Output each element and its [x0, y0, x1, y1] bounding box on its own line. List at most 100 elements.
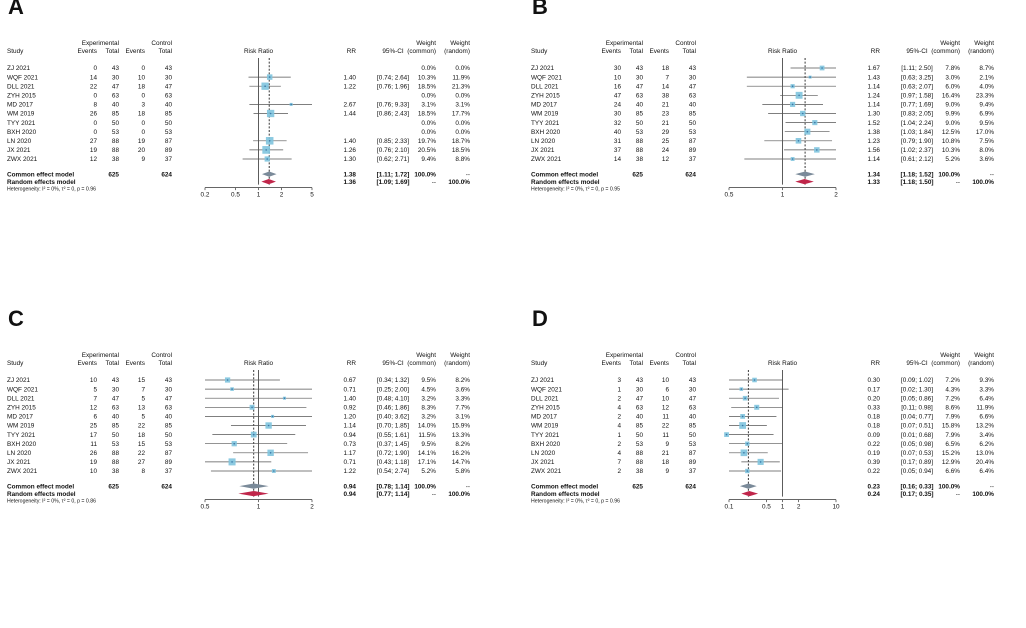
- forest-plot-c: Experimental Control Study Events Total Event…: [7, 352, 470, 511]
- point-estimate: [801, 112, 804, 115]
- common-effect-diamond: [261, 171, 277, 177]
- study-name: WM 2019: [7, 423, 35, 430]
- study-name: TYY 2021: [7, 120, 36, 127]
- common-effect-label: Common effect model: [531, 171, 598, 178]
- exp-total: 63: [636, 93, 644, 100]
- ctrl-total: 85: [165, 111, 173, 118]
- point-estimate: [755, 406, 758, 409]
- point-estimate: [814, 121, 816, 124]
- weight-common: 9.0%: [945, 120, 960, 127]
- ctrl-events: 18: [662, 65, 670, 72]
- ctrl-events: 9: [665, 441, 669, 448]
- exp-total: 30: [636, 386, 644, 393]
- study-rr: 0.18: [868, 423, 881, 430]
- weight-random: 11.9%: [452, 74, 470, 81]
- common-weight-random: --: [990, 171, 994, 178]
- weight-common: 8.6%: [945, 405, 960, 412]
- point-estimate: [290, 103, 292, 106]
- point-estimate: [266, 158, 269, 160]
- ctrl-total: 30: [689, 386, 697, 393]
- ctrl-total: 50: [689, 120, 697, 127]
- exp-events: 4: [617, 450, 621, 457]
- study-name: LN 2020: [7, 450, 32, 457]
- study-rr: 1.14: [868, 156, 881, 163]
- study-ci: [1.03; 1.84]: [901, 129, 933, 136]
- ctrl-events: 22: [138, 450, 146, 457]
- common-effect-diamond: [795, 171, 815, 177]
- weight-random: 2.1%: [979, 74, 994, 81]
- header-total: Total: [683, 360, 697, 367]
- point-estimate: [231, 461, 233, 463]
- study-ci: [0.70; 1.85]: [377, 423, 409, 430]
- study-name: ZJ 2021: [7, 377, 31, 384]
- study-ci: [0.55; 1.61]: [377, 432, 409, 439]
- weight-random: 3.1%: [455, 414, 470, 421]
- weight-random: 4.0%: [979, 83, 994, 90]
- weight-random: 20.4%: [976, 459, 994, 466]
- point-estimate: [268, 76, 271, 78]
- random-effects-diamond: [261, 179, 276, 185]
- weight-random: 6.4%: [979, 468, 994, 475]
- exp-total: 88: [636, 450, 644, 457]
- weight-common: 6.0%: [945, 83, 960, 90]
- study-name: ZJ 2021: [531, 65, 555, 72]
- study-name: TYY 2021: [531, 120, 560, 127]
- exp-total: 50: [112, 432, 120, 439]
- weight-common: 8.3%: [421, 405, 436, 412]
- exp-events: 25: [90, 423, 98, 430]
- study-ci: [0.46; 1.86]: [377, 405, 409, 412]
- random-weight-random: 100.0%: [972, 179, 994, 186]
- weight-common: 0.0%: [421, 65, 436, 72]
- weight-random: 17.7%: [452, 111, 470, 118]
- common-weight-random: --: [990, 483, 994, 490]
- study-ci: [0.86; 2.43]: [377, 111, 409, 118]
- exp-total-sum: 625: [632, 483, 643, 490]
- header-study: Study: [7, 48, 24, 55]
- ctrl-total-sum: 624: [161, 483, 172, 490]
- point-estimate: [753, 379, 756, 381]
- ctrl-total: 89: [689, 147, 697, 154]
- weight-random: 8.7%: [979, 65, 994, 72]
- exp-total: 88: [636, 138, 644, 145]
- panel-label: D: [532, 306, 548, 331]
- ctrl-events: 19: [138, 138, 146, 145]
- study-ci: [0.05; 0.98]: [901, 441, 933, 448]
- study-name: ZYH 2015: [7, 405, 36, 412]
- study-ci: [0.37; 1.45]: [377, 441, 409, 448]
- ctrl-total: 50: [165, 432, 173, 439]
- ctrl-events: 3: [141, 102, 145, 109]
- random-effects-diamond: [795, 179, 814, 185]
- study-rr: 0.92: [344, 405, 357, 412]
- random-ci: [1.09; 1.69]: [376, 179, 409, 186]
- header-total: Total: [630, 360, 644, 367]
- x-tick-label: 0.5: [762, 504, 771, 511]
- point-estimate: [816, 149, 818, 151]
- exp-total: 88: [112, 138, 120, 145]
- exp-total: 50: [112, 120, 120, 127]
- header-control: Control: [151, 352, 172, 359]
- random-rr: 1.33: [868, 179, 881, 186]
- weight-random: 3.3%: [455, 395, 470, 402]
- exp-total: 88: [112, 459, 120, 466]
- study-rr: 1.24: [868, 93, 881, 100]
- point-estimate: [269, 112, 272, 115]
- common-effect-label: Common effect model: [7, 483, 74, 490]
- study-rr: 0.71: [344, 459, 357, 466]
- common-effect-label: Common effect model: [7, 171, 74, 178]
- study-rr: 1.40: [344, 395, 357, 402]
- header-total: Total: [159, 360, 173, 367]
- weight-random: 6.2%: [979, 441, 994, 448]
- study-name: WQF 2021: [531, 74, 562, 81]
- ctrl-total: 85: [689, 111, 697, 118]
- point-estimate: [265, 149, 267, 151]
- study-rr: 1.23: [868, 138, 881, 145]
- weight-common: 9.5%: [421, 441, 436, 448]
- study-rr: 1.22: [344, 468, 357, 475]
- study-name: ZWX 2021: [7, 468, 38, 475]
- common-rr: 0.23: [868, 483, 881, 490]
- weight-random: 11.9%: [976, 405, 994, 412]
- random-ci: [0.77; 1.14]: [376, 491, 409, 498]
- study-name: BXH 2020: [531, 129, 561, 136]
- study-name: DLL 2021: [7, 395, 35, 402]
- ctrl-total: 43: [689, 377, 697, 384]
